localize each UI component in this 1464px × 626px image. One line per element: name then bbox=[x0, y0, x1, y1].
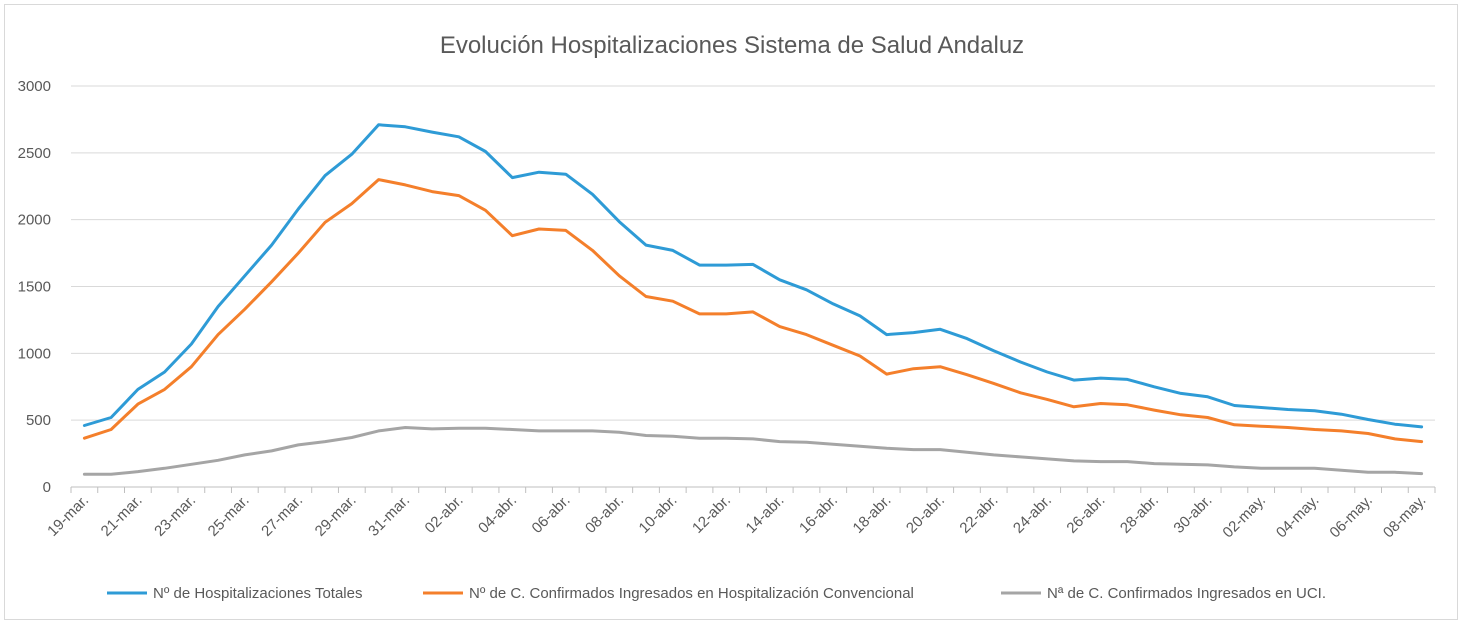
x-tick-label: 30-abr. bbox=[1170, 492, 1215, 537]
plot-area bbox=[82, 123, 1424, 476]
x-tick-label: 19-mar. bbox=[44, 492, 92, 540]
chart-title: Evolución Hospitalizaciones Sistema de S… bbox=[440, 32, 1024, 59]
x-tick-label: 14-abr. bbox=[743, 492, 788, 537]
y-tick-label: 2000 bbox=[18, 212, 51, 229]
x-tick-label: 12-abr. bbox=[689, 492, 734, 537]
x-tick-label: 29-mar. bbox=[312, 492, 360, 540]
x-tick-label: 25-mar. bbox=[205, 492, 253, 540]
x-tick-label: 08-may. bbox=[1380, 492, 1430, 542]
y-tick-label: 1500 bbox=[18, 279, 51, 296]
x-tick-label: 02-may. bbox=[1219, 492, 1269, 542]
legend-label-1: Nº de Hospitalizaciones Totales bbox=[153, 585, 362, 602]
x-tick-label: 22-abr. bbox=[956, 492, 1001, 537]
x-tick-label: 04-may. bbox=[1273, 492, 1323, 542]
legend-label-3: Nª de C. Confirmados Ingresados en UCI. bbox=[1047, 585, 1326, 602]
legend: Nº de Hospitalizaciones Totales Nº de C. … bbox=[107, 585, 1326, 602]
legend-label-2: Nº de C. Confirmados Ingresados en Hospi… bbox=[469, 585, 914, 602]
series-line-1 bbox=[82, 123, 1424, 429]
x-tick-label: 16-abr. bbox=[796, 492, 841, 537]
x-tick-label: 21-mar. bbox=[98, 492, 146, 540]
x-tick-label: 26-abr. bbox=[1063, 492, 1108, 537]
x-tick-label: 28-abr. bbox=[1117, 492, 1162, 537]
gridlines bbox=[71, 85, 1435, 421]
x-tick-label: 06-may. bbox=[1326, 492, 1376, 542]
x-tick-label: 18-abr. bbox=[850, 492, 895, 537]
x-tick-label: 27-mar. bbox=[258, 492, 306, 540]
series-line-2 bbox=[82, 178, 1424, 444]
x-tick-label: 20-abr. bbox=[903, 492, 948, 537]
series-line-3 bbox=[82, 426, 1424, 476]
y-tick-label: 500 bbox=[26, 412, 51, 429]
x-tick-label: 10-abr. bbox=[636, 492, 681, 537]
y-axis: 0 500 1000 1500 2000 2500 3000 bbox=[18, 78, 51, 496]
y-tick-label: 1000 bbox=[18, 345, 51, 362]
y-tick-label: 3000 bbox=[18, 78, 51, 95]
x-tick-label: 04-abr. bbox=[475, 492, 520, 537]
x-tick-label: 31-mar. bbox=[365, 492, 413, 540]
x-tick-label: 02-abr. bbox=[422, 492, 467, 537]
x-tick-label: 24-abr. bbox=[1010, 492, 1055, 537]
y-tick-label: 2500 bbox=[18, 145, 51, 162]
chart-frame: Evolución Hospitalizaciones Sistema de S… bbox=[4, 4, 1458, 620]
x-axis: 19-mar. 21-mar. 23-mar. 25-mar. 27-mar. 29-ma… bbox=[44, 486, 1436, 542]
x-tick-label: 23-mar. bbox=[151, 492, 199, 540]
x-tick-label: 08-abr. bbox=[582, 492, 627, 537]
x-tick-label: 06-abr. bbox=[529, 492, 574, 537]
line-chart: Evolución Hospitalizaciones Sistema de S… bbox=[18, 32, 1436, 602]
y-tick-label: 0 bbox=[43, 479, 51, 496]
